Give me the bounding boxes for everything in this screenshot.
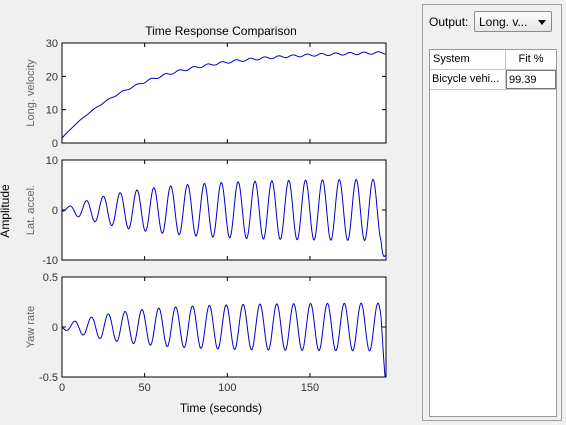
y-axis-label: Lat. accel. [25, 185, 37, 235]
y-tick-label: 10 [46, 155, 58, 167]
y-tick-label: 0.5 [43, 272, 58, 284]
y-tick-label: 0 [52, 322, 58, 334]
series-line [61, 302, 386, 378]
axes-box [61, 159, 387, 261]
plot-title: Time Response Comparison [145, 24, 297, 38]
axes-box [61, 42, 387, 144]
x-tick-label: 50 [139, 382, 151, 394]
table-header: System Fit % [430, 50, 556, 70]
series-line [61, 178, 387, 258]
header-fit[interactable]: Fit % [518, 53, 544, 65]
axes-box [61, 276, 387, 378]
fit-table[interactable]: System Fit % Bicycle vehi... 99.39 [429, 49, 557, 417]
x-tick-label: 100 [218, 382, 236, 394]
y-tick-label: 20 [46, 71, 58, 83]
y-tick-label: 0 [52, 138, 58, 150]
y-tick-label: 30 [46, 38, 58, 50]
y-tick-label: -0.5 [39, 372, 58, 384]
cell-system[interactable]: Bicycle vehi... [430, 70, 506, 89]
x-tick-label: 150 [301, 382, 319, 394]
y-axis-label: Long. velocity [25, 59, 37, 127]
y-tick-label: 10 [46, 105, 58, 117]
output-dropdown-value: Long. v... [479, 15, 528, 29]
y-tick-label: 0 [52, 205, 58, 217]
series-line [61, 51, 387, 139]
output-dropdown[interactable]: Long. v... [474, 11, 552, 32]
chevron-down-icon [538, 20, 546, 25]
subplot-2: -10 0 10 Lat. accel. [25, 155, 387, 267]
subplot-1: 0 10 20 30 Long. velocity [25, 38, 387, 150]
y-axis-label: Yaw rate [25, 306, 37, 349]
x-tick-label: 0 [59, 382, 65, 394]
shared-ylabel: Amplitude [0, 184, 12, 238]
header-system[interactable]: System [430, 50, 506, 69]
fit-panel: Output: Long. v... System Fit % Bicycle … [422, 4, 562, 421]
table-row[interactable]: Bicycle vehi... 99.39 [430, 70, 556, 90]
x-axis-label: Time (seconds) [180, 401, 262, 415]
output-label: Output: [429, 15, 469, 29]
cell-fit[interactable]: 99.39 [506, 70, 556, 89]
y-tick-label: -10 [42, 255, 58, 267]
